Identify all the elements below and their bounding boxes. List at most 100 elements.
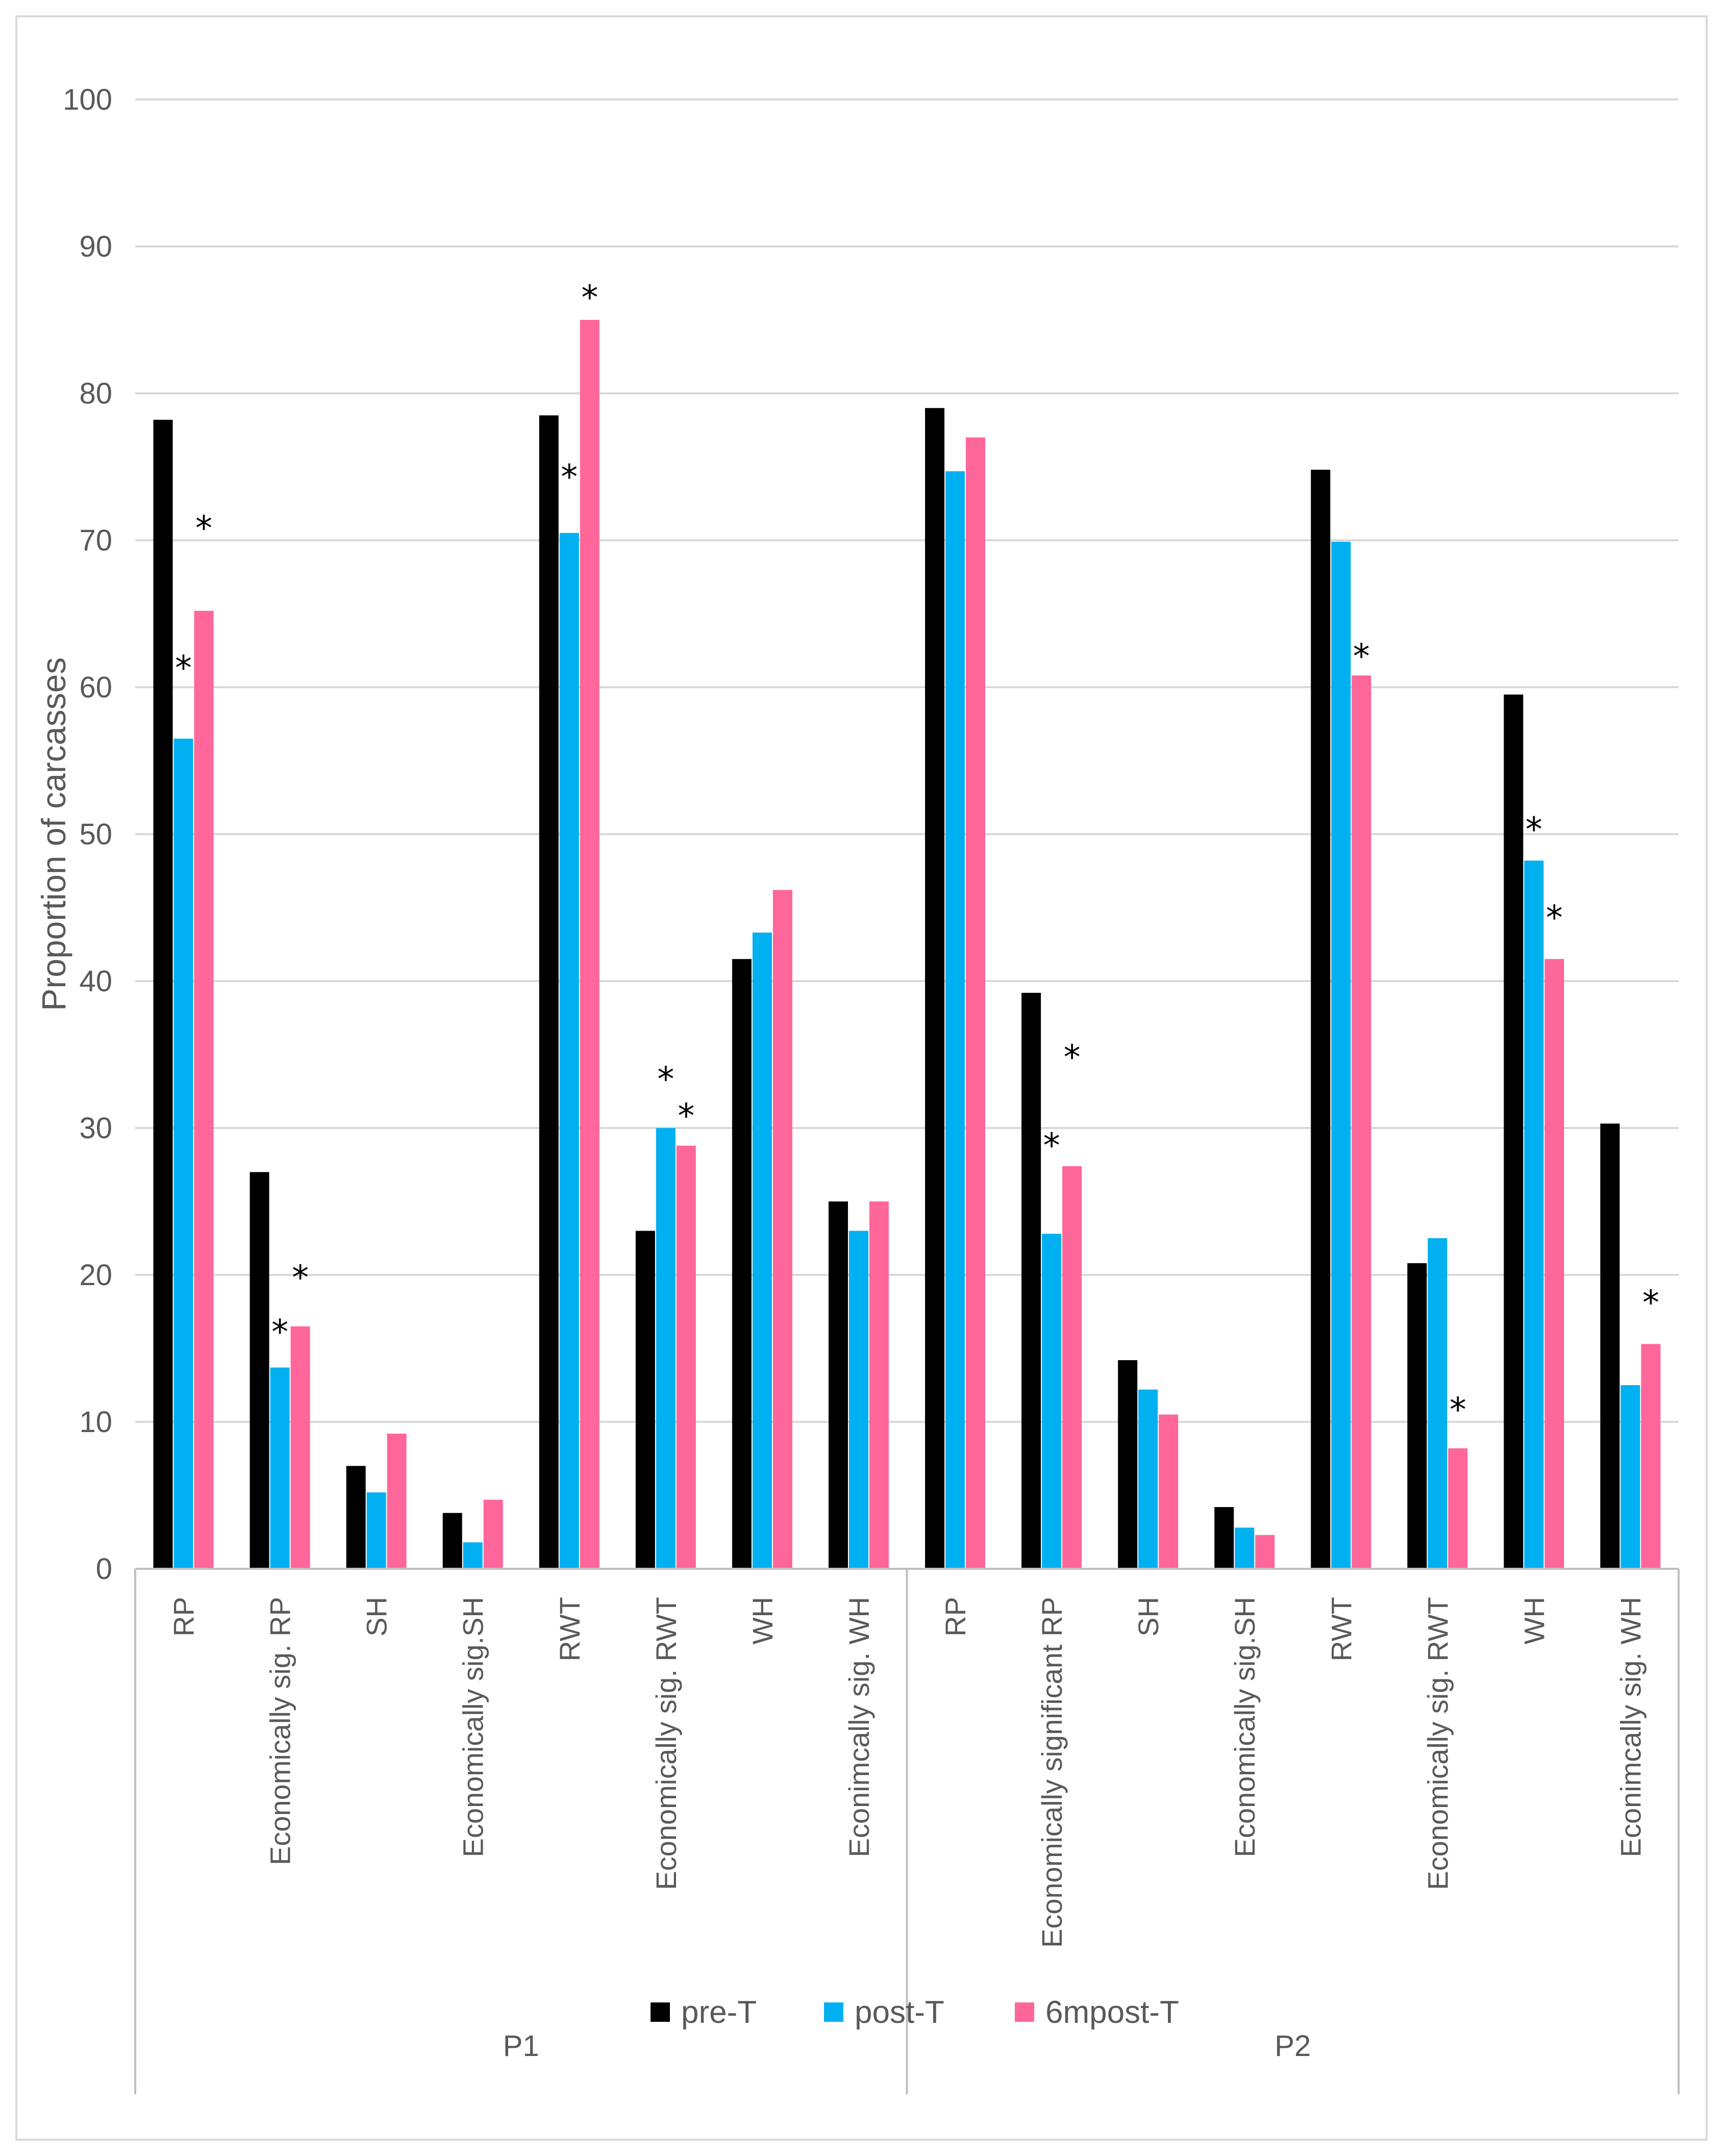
y-tick-label: 20 (79, 1259, 112, 1292)
significance-markers: **************** (175, 278, 1659, 1430)
x-category-label: Economically sig.SH (457, 1597, 489, 1857)
x-category-label: WH (746, 1597, 779, 1644)
significance-star: * (581, 278, 598, 317)
bar-6mpost-t-7 (869, 1201, 889, 1569)
bar-post-t-6 (752, 932, 772, 1569)
significance-star: * (1546, 898, 1563, 937)
x-category-label: Economically sig.SH (1229, 1597, 1261, 1857)
bar-pre-t-6 (732, 959, 752, 1569)
bar-pre-t-13 (1407, 1263, 1427, 1569)
bar-post-t-1 (270, 1367, 290, 1569)
chart-frame (15, 15, 1708, 2141)
bar-6mpost-t-1 (290, 1326, 310, 1569)
significance-star: * (1450, 1390, 1466, 1430)
x-category-label: SH (1132, 1597, 1164, 1637)
bar-6mpost-t-10 (1159, 1414, 1179, 1569)
bar-6mpost-t-6 (772, 890, 792, 1569)
group-label: P1 (503, 2029, 539, 2063)
significance-star: * (1353, 637, 1370, 676)
significance-star: * (195, 509, 212, 548)
bar-6mpost-t-9 (1062, 1166, 1082, 1569)
y-tick-label: 40 (79, 965, 112, 998)
y-tick-label: 60 (79, 671, 112, 704)
significance-star: * (678, 1096, 694, 1136)
bar-post-t-11 (1235, 1527, 1255, 1569)
y-tick-label: 50 (79, 818, 112, 851)
bar-pre-t-1 (249, 1172, 269, 1569)
legend-swatch-pre-t (651, 2002, 670, 2022)
y-tick-label: 80 (79, 377, 112, 410)
significance-star: * (1043, 1126, 1060, 1165)
x-category-label: Econimcally sig. WH (1614, 1597, 1646, 1857)
significance-star: * (175, 648, 192, 688)
bar-pre-t-14 (1504, 694, 1524, 1569)
axes: 0 10 20 30 40 50 60 70 80 90 100 RP Economically sig… (63, 83, 1680, 2094)
x-category-label: Economically sig. RP (264, 1597, 296, 1865)
legend: pre-T post-T 6mpost-T (651, 1995, 1179, 2030)
bar-pre-t-10 (1118, 1360, 1138, 1569)
group-label: P2 (1275, 2029, 1311, 2063)
bar-6mpost-t-2 (387, 1434, 407, 1569)
legend-swatch-post-t (824, 2002, 843, 2022)
gridlines (135, 98, 1679, 1423)
y-tick-label: 70 (79, 524, 112, 557)
x-category-label: Economically sig. RWT (1421, 1597, 1454, 1890)
bar-post-t-9 (1042, 1234, 1062, 1569)
bar-6mpost-t-14 (1544, 959, 1564, 1569)
significance-star: * (561, 457, 578, 496)
bar-pre-t-4 (539, 415, 559, 1569)
bar-6mpost-t-5 (676, 1145, 696, 1569)
bar-post-t-2 (366, 1492, 386, 1569)
x-category-label: RP (168, 1597, 200, 1637)
bar-post-t-8 (945, 471, 965, 1569)
x-category-label: RWT (554, 1597, 586, 1662)
x-category-label: Econimcally sig. WH (843, 1597, 875, 1857)
bar-6mpost-t-3 (483, 1499, 503, 1569)
bar-6mpost-t-11 (1255, 1535, 1275, 1569)
bar-6mpost-t-8 (966, 437, 986, 1569)
bar-pre-t-7 (828, 1201, 848, 1569)
bar-post-t-12 (1331, 541, 1351, 1569)
y-tick-label: 90 (79, 230, 112, 263)
bar-pre-t-2 (346, 1466, 366, 1569)
x-category-label: RP (939, 1597, 971, 1637)
legend-label: post-T (855, 1995, 944, 2030)
bar-pre-t-3 (442, 1513, 462, 1569)
bar-post-t-13 (1428, 1238, 1447, 1569)
bar-6mpost-t-15 (1641, 1344, 1661, 1569)
legend-label: 6mpost-T (1045, 1995, 1179, 2030)
significance-star: * (1602, 1311, 1618, 1350)
x-category-label: Economically sig. RWT (650, 1597, 682, 1890)
significance-star: * (271, 1313, 288, 1352)
y-tick-label: 0 (96, 1552, 112, 1586)
x-category-label: SH (361, 1597, 393, 1637)
legend-label: pre-T (681, 1995, 757, 2030)
bar-post-t-3 (463, 1542, 483, 1569)
significance-star: * (1526, 810, 1542, 849)
bar-6mpost-t-12 (1352, 675, 1371, 1569)
bars (153, 320, 1661, 1569)
bar-pre-t-9 (1021, 993, 1041, 1569)
y-tick-label: 10 (79, 1406, 112, 1439)
x-category-label: WH (1518, 1597, 1550, 1644)
y-axis-label: Proportion of carcasses (35, 657, 72, 1011)
y-tick-label: 30 (79, 1112, 112, 1145)
significance-star: * (1064, 1038, 1081, 1077)
bar-6mpost-t-4 (580, 320, 600, 1569)
bar-6mpost-t-13 (1448, 1448, 1468, 1569)
bar-post-t-0 (173, 738, 193, 1569)
y-tick-label: 100 (63, 83, 112, 116)
bar-post-t-4 (559, 533, 579, 1569)
bar-6mpost-t-0 (194, 611, 214, 1569)
bar-post-t-14 (1524, 860, 1544, 1569)
x-category-label: RWT (1325, 1597, 1357, 1662)
bar-post-t-7 (848, 1231, 868, 1569)
bar-pre-t-15 (1600, 1123, 1620, 1569)
x-category-label: Economically significant RP (1036, 1597, 1068, 1948)
bar-post-t-10 (1138, 1389, 1158, 1569)
bar-post-t-5 (656, 1128, 676, 1569)
bar-post-t-15 (1620, 1385, 1640, 1569)
bar-pre-t-0 (153, 419, 173, 1569)
bar-pre-t-5 (635, 1231, 655, 1569)
